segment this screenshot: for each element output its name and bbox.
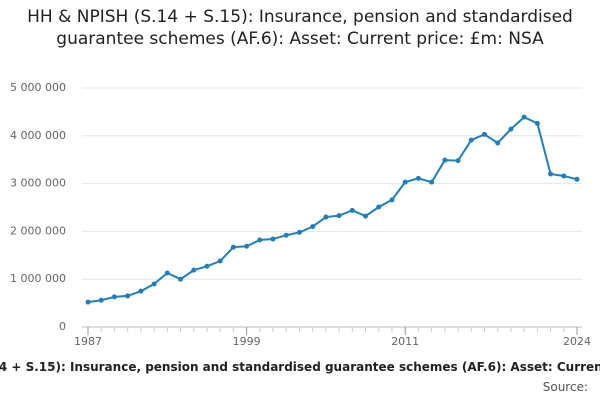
point [138, 288, 144, 294]
point [204, 263, 210, 269]
point [534, 120, 540, 126]
point [230, 244, 236, 250]
point [111, 294, 117, 300]
point [442, 157, 448, 163]
x-tick-label: 1999 [233, 335, 261, 348]
point [125, 293, 131, 299]
point [164, 270, 170, 276]
x-tick-label: 1987 [74, 335, 102, 348]
caption: HH & NPISH (S.14 + S.15): Insurance, pen… [0, 360, 600, 374]
chart-title: HH & NPISH (S.14 + S.15): Insurance, pen… [27, 7, 573, 49]
point [508, 126, 514, 132]
caption-bar: HH & NPISH (S.14 + S.15): Insurance, pen… [0, 360, 600, 374]
point [217, 258, 223, 264]
y-tick-label: 2 000 000 [10, 224, 66, 237]
point [495, 140, 501, 146]
point [455, 158, 461, 164]
point [336, 213, 342, 219]
point [521, 114, 527, 120]
point [85, 299, 91, 305]
point [481, 131, 487, 137]
y-tick-label: 1 000 000 [10, 272, 66, 285]
point [402, 179, 408, 185]
point [257, 237, 263, 243]
point [310, 224, 316, 230]
point [283, 232, 289, 238]
point [574, 176, 580, 182]
point [323, 214, 329, 220]
point [415, 175, 421, 181]
point [151, 281, 157, 287]
point [561, 173, 567, 179]
point [270, 236, 276, 242]
point [98, 297, 104, 303]
point [363, 213, 369, 219]
point [244, 243, 250, 249]
y-tick-label: 5 000 000 [10, 81, 66, 94]
point [178, 276, 184, 282]
y-tick-label: 0 [59, 320, 66, 333]
point [389, 197, 395, 203]
point [468, 137, 474, 143]
point [349, 207, 355, 213]
y-tick-label: 3 000 000 [10, 177, 66, 190]
point [296, 229, 302, 235]
line [87, 115, 578, 304]
point [429, 179, 435, 185]
point [376, 204, 382, 210]
point [548, 171, 554, 177]
x-tick-label: 2024 [563, 335, 591, 348]
point [191, 267, 197, 273]
source: Source: [542, 380, 588, 394]
y-tick-label: 4 000 000 [10, 129, 66, 142]
x-tick-label: 2011 [391, 335, 419, 348]
